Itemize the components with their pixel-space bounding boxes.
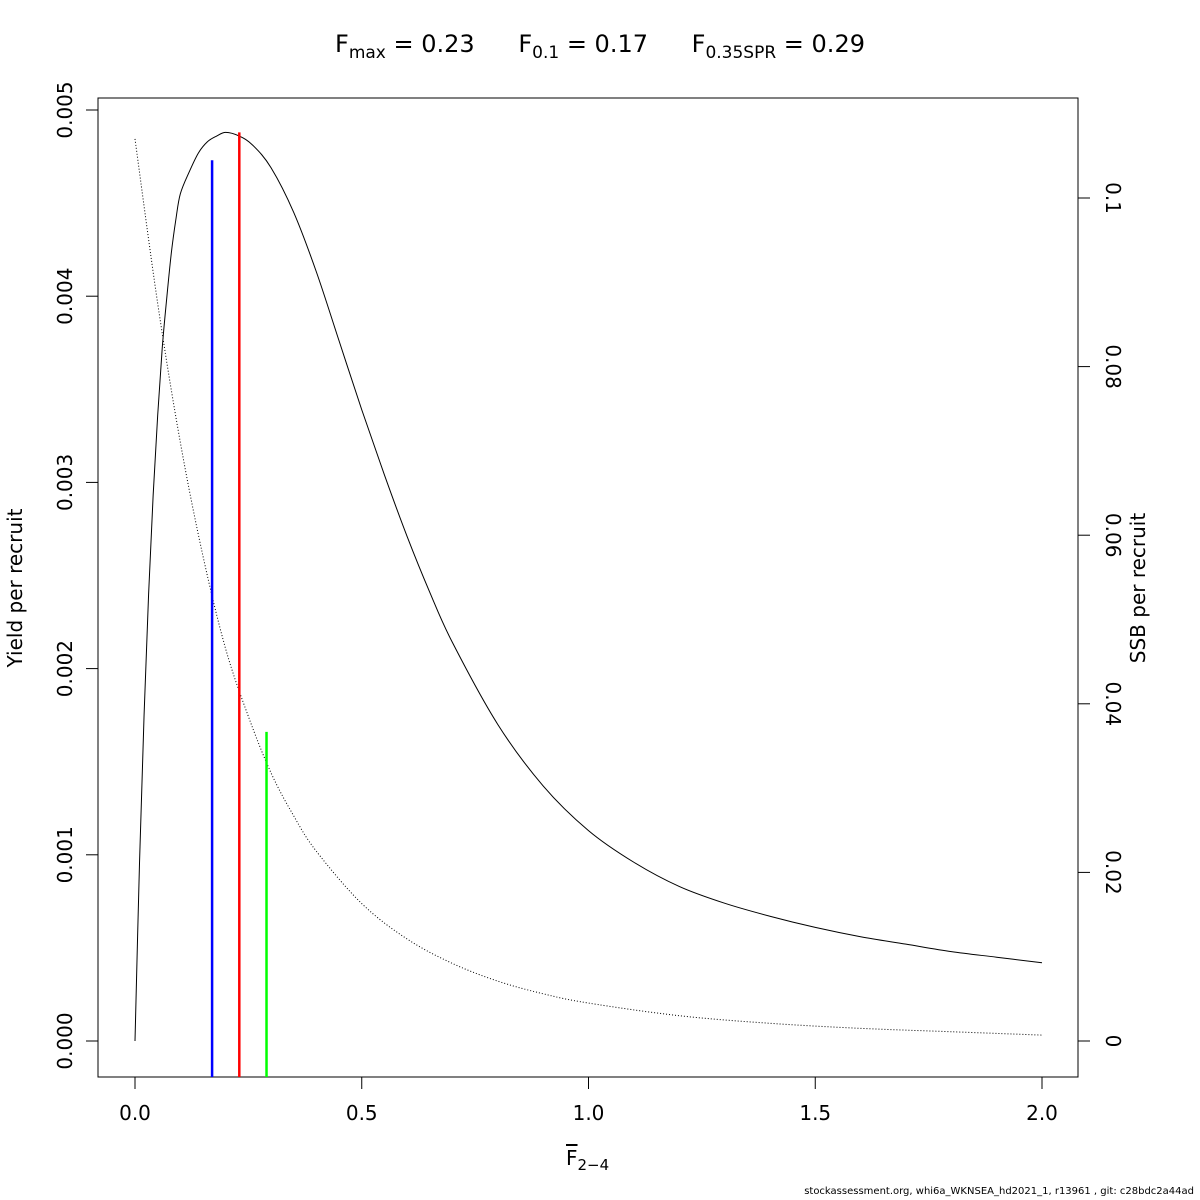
ssb-per-recruit-line	[134, 138, 1043, 1036]
y-left-tick-label: 0.005	[53, 81, 77, 138]
x-axis: 0.0 0.5 1.0 1.5 2.0	[119, 1077, 1058, 1125]
y-left-tick-label: 0.000	[53, 1012, 77, 1069]
fspr-title: F0.35SPR = 0.29	[691, 30, 865, 63]
y-right-tick-label: 0.1	[1101, 182, 1125, 214]
x-axis-label: F2−4	[566, 1146, 610, 1174]
y-axis-left: 0.000 0.001 0.002 0.003 0.004 0.005	[53, 81, 98, 1070]
y-right-tick-label: 0	[1101, 1035, 1125, 1048]
y-axis-left-label: Yield per recruit	[3, 508, 27, 668]
reference-lines	[210, 132, 268, 1077]
y-left-tick-label: 0.004	[53, 268, 77, 325]
yield-per-recruit-line	[134, 131, 1043, 1042]
y-axis-right-label: SSB per recruit	[1126, 513, 1150, 664]
fmax-title: Fmax = 0.23	[335, 30, 475, 63]
f01-title: F0.1 = 0.17	[518, 30, 648, 63]
footer-credit: stockassessment.org, whi6a_WKNSEA_hd2021…	[804, 1186, 1194, 1197]
x-tick-label: 0.0	[119, 1101, 151, 1125]
y-left-tick-label: 0.001	[53, 826, 77, 883]
chart-title: Fmax = 0.23 F0.1 = 0.17 F0.35SPR = 0.29	[0, 30, 1200, 63]
y-left-tick-label: 0.003	[53, 454, 77, 511]
x-tick-label: 1.5	[799, 1101, 831, 1125]
y-right-tick-label: 0.02	[1101, 850, 1125, 895]
x-tick-label: 1.0	[573, 1101, 605, 1125]
y-left-tick-label: 0.002	[53, 640, 77, 697]
y-right-tick-label: 0.06	[1101, 513, 1125, 558]
x-tick-label: 2.0	[1026, 1101, 1058, 1125]
plot-frame	[97, 97, 1079, 1078]
y-axis-right: 0 0.02 0.04 0.06 0.08 0.1	[1078, 182, 1125, 1047]
y-right-tick-label: 0.04	[1101, 682, 1125, 727]
x-tick-label: 0.5	[346, 1101, 378, 1125]
y-right-tick-label: 0.08	[1101, 344, 1125, 389]
series-layer	[134, 131, 1043, 1042]
